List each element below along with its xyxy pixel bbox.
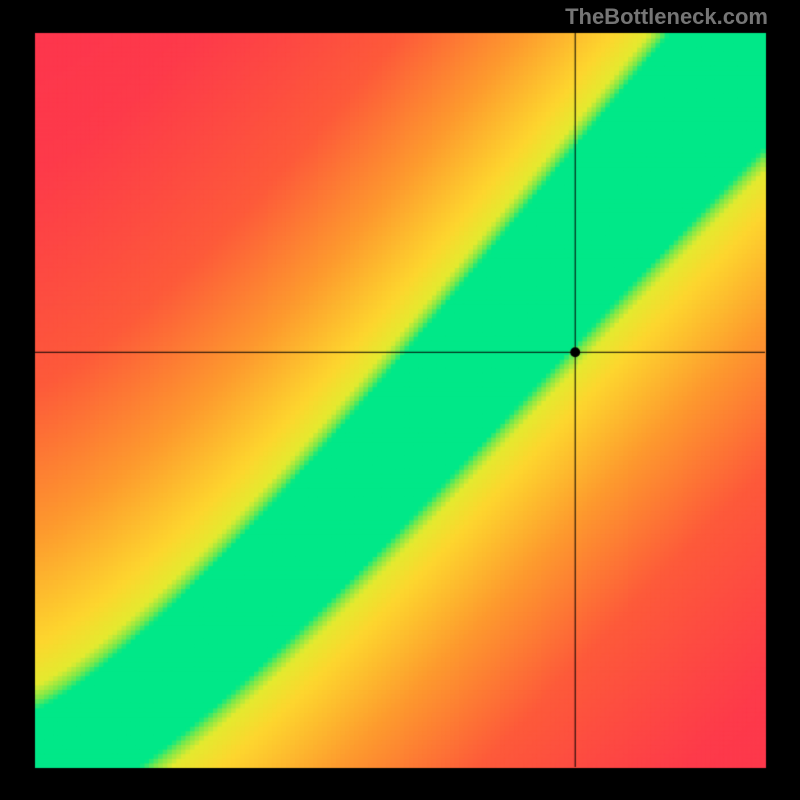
- watermark-text: TheBottleneck.com: [565, 4, 768, 30]
- bottleneck-heatmap: [0, 0, 800, 800]
- chart-container: TheBottleneck.com: [0, 0, 800, 800]
